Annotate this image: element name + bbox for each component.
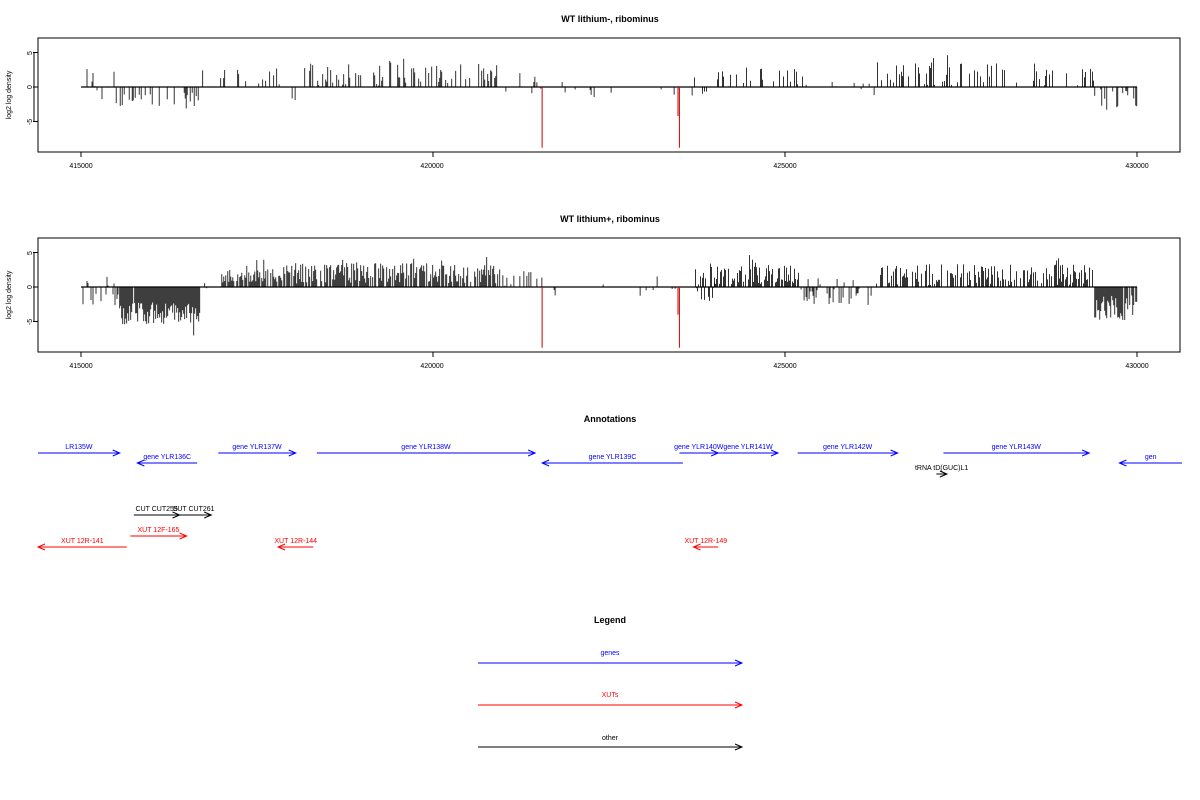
feature-arrowhead-xut-12r-149: [692, 543, 701, 551]
feature-label-xut-12f-165: XUT 12F-165: [137, 527, 179, 534]
panel-2-xtick-430000: 430000: [1125, 363, 1148, 370]
feature-arrowhead-gene-ylr141w: [770, 449, 780, 457]
feature-label-gene-ylr140w: gene YLR140W: [674, 444, 724, 451]
panel-1-frame: [37, 37, 1181, 153]
panel-2-frame: [37, 237, 1181, 353]
panel-2-ytick-0: 0: [27, 285, 34, 289]
legend-arrowhead-genes: [734, 659, 744, 667]
feature-label-gen: gen: [1145, 454, 1157, 461]
panel-1-xtick-425000: 425000: [773, 163, 796, 170]
feature-label-gene-ylr142w: gene YLR142W: [823, 444, 873, 451]
feature-label-xut-12r-141: XUT 12R-141: [61, 538, 104, 545]
legend-title: Legend: [594, 615, 626, 625]
legend-arrowhead-other: [734, 743, 744, 751]
feature-arrowhead-gene-ylr142w: [890, 449, 899, 457]
panel-1-axes: [33, 52, 1138, 157]
feature-label-lr135w: LR135W: [65, 444, 93, 451]
panel-2-title: WT lithium+, ribominus: [560, 214, 660, 224]
feature-arrowhead-gene-ylr137w: [288, 449, 297, 457]
panel-2-xtick-425000: 425000: [773, 363, 796, 370]
feature-label-gene-ylr137w: gene YLR137W: [232, 444, 282, 451]
annotations-title: Annotations: [584, 414, 637, 424]
panel-2-xtick-420000: 420000: [420, 363, 443, 370]
feature-arrowhead-gene-ylr136c: [136, 459, 145, 467]
panel-1-title: WT lithium-, ribominus: [561, 14, 659, 24]
feature-arrowhead-gen: [1118, 459, 1127, 467]
feature-label-trna-td-guc-l1: tRNA tD(GUC)L1: [915, 465, 968, 472]
panel-2: WT lithium+, ribominus log2 log density …: [6, 214, 1181, 370]
feature-label-xut-12r-144: XUT 12R-144: [274, 538, 317, 545]
legend-label-genes: genes: [600, 650, 620, 657]
panel-1: WT lithium-, ribominus log2 log density …: [6, 14, 1181, 170]
panel-1-ytick-0: 0: [27, 85, 34, 89]
feature-arrowhead-xut-12f-165: [179, 532, 188, 540]
legend: Legend genes XUTs other: [478, 615, 744, 751]
panel-2-bars: [81, 255, 1138, 348]
panel-1-ylabel: log2 log density: [6, 70, 13, 119]
feature-label-sut-cut261: SUT CUT261: [173, 506, 215, 513]
panel-1-ytick-neg5: -5: [27, 119, 34, 125]
feature-arrowhead-sut-cut261: [204, 511, 213, 519]
feature-label-cut-cut255: CUT CUT255: [136, 506, 178, 513]
feature-label-xut-12r-149: XUT 12R-149: [684, 538, 727, 545]
panel-1-ytick-5: 5: [27, 51, 34, 55]
panel-1-xtick-430000: 430000: [1125, 163, 1148, 170]
panel-1-xtick-420000: 420000: [420, 163, 443, 170]
feature-arrowhead-gene-ylr143w: [1081, 449, 1091, 457]
panel-2-ylabel: log2 log density: [6, 270, 13, 319]
feature-label-gene-ylr143w: gene YLR143W: [992, 444, 1042, 451]
feature-arrowhead-gene-ylr138w: [527, 449, 537, 457]
feature-label-gene-ylr141w: gene YLR141W: [723, 444, 773, 451]
panel-1-bars: [81, 55, 1138, 148]
panel-2-ytick-5: 5: [27, 251, 34, 255]
feature-label-gene-ylr139c: gene YLR139C: [589, 454, 637, 461]
feature-arrowhead-xut-12r-144: [276, 543, 286, 551]
panel-2-axes: [33, 252, 1138, 357]
panel-2-ytick-neg5: -5: [27, 319, 34, 325]
panel-2-xtick-415000: 415000: [69, 363, 92, 370]
feature-label-gene-ylr138w: gene YLR138W: [401, 444, 451, 451]
legend-label-other: other: [602, 735, 619, 742]
feature-arrowhead-trna-td-guc-l1: [939, 470, 949, 478]
feature-arrowhead-gene-ylr139c: [540, 459, 550, 467]
panel-1-xtick-415000: 415000: [69, 163, 92, 170]
feature-arrowhead-lr135w: [112, 449, 121, 457]
legend-label-xuts: XUTs: [602, 692, 619, 699]
annotation-features: LR135W gene YLR136C gene YLR137W gene YLR13…: [36, 444, 1182, 551]
feature-label-gene-ylr136c: gene YLR136C: [143, 454, 191, 461]
legend-arrowhead-xuts: [734, 701, 744, 709]
annotations-panel: Annotations LR135W gene YLR136C gene YLR13…: [36, 414, 1182, 551]
feature-arrowhead-xut-12r-141: [36, 543, 46, 551]
